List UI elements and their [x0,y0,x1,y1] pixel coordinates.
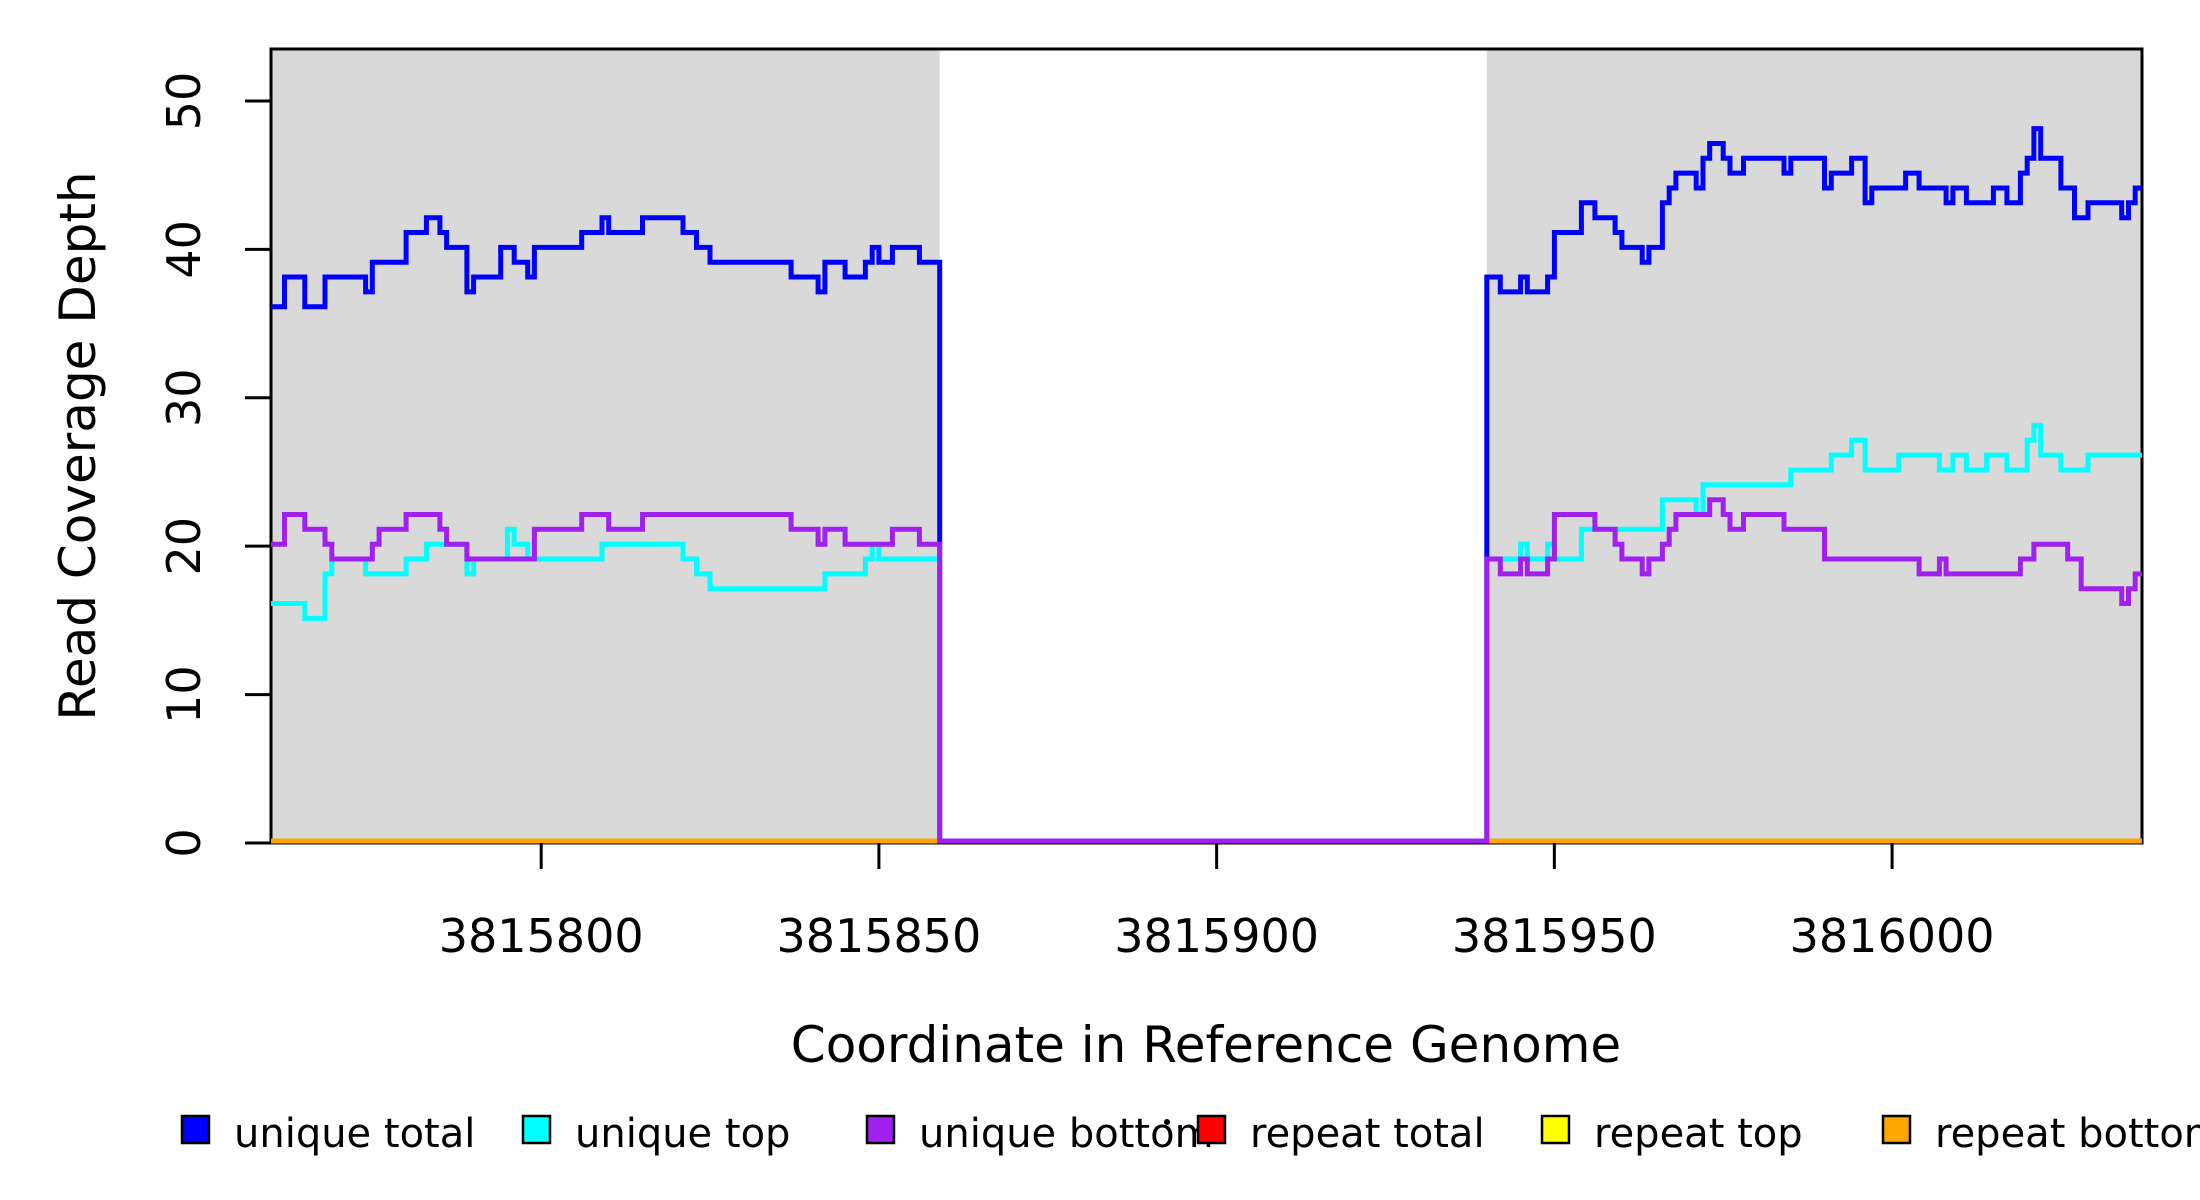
x-axis-ticks: 3815800 3815850 3815900 3815950 3816000 [439,843,1995,963]
y-axis-ticks: 0 10 20 30 40 50 [157,72,271,858]
legend-label: unique total [234,1111,475,1157]
stray-dot [1164,1119,1170,1125]
legend-item-repeat-bottom: repeat bottom [1881,1111,2200,1157]
y-tick-label: 20 [157,517,211,576]
y-tick-label: 50 [157,72,211,131]
x-tick-label: 3815950 [1452,909,1657,963]
legend-label: repeat top [1594,1111,1803,1157]
series-unique-total [271,126,2142,844]
series-unique-top [271,422,2142,844]
legend-item-unique-top: unique top [521,1111,790,1157]
y-axis-title: Read Coverage Depth [49,171,107,720]
legend-label: unique top [575,1111,790,1157]
shaded-region-2 [1486,49,2142,843]
legend-item-unique-bottom: unique bottom [865,1111,1214,1157]
legend-swatch-repeat-bottom [1881,1114,1912,1145]
x-axis-title: Coordinate in Reference Genome [791,1016,1621,1074]
y-tick-label: 30 [157,368,211,427]
legend-swatch-unique-total [180,1114,211,1145]
x-tick-label: 3815850 [776,909,981,963]
y-tick-label: 40 [157,220,211,279]
legend-label: repeat bottom [1935,1111,2200,1157]
coverage-series [271,126,2142,844]
y-tick-label: 10 [157,665,211,724]
legend-item-unique-total: unique total [180,1111,475,1157]
legend-label: repeat total [1250,1111,1485,1157]
x-tick-label: 3816000 [1790,909,1995,963]
legend-swatch-unique-bottom [865,1114,896,1145]
series-unique-bottom [271,497,2142,844]
shaded-region-1 [271,49,940,843]
legend-label: unique bottom [919,1111,1214,1157]
legend-swatch-repeat-top [1540,1114,1571,1145]
legend-item-repeat-total: repeat total [1196,1111,1485,1157]
legend: unique total unique top unique bottom repea… [180,1111,2200,1157]
y-tick-label: 0 [157,828,211,857]
legend-item-repeat-top: repeat top [1540,1111,1803,1157]
x-tick-label: 3815800 [439,909,644,963]
x-tick-label: 3815900 [1114,909,1319,963]
legend-swatch-repeat-total [1196,1114,1227,1145]
shaded-regions [271,49,2142,843]
legend-swatch-unique-top [521,1114,552,1145]
